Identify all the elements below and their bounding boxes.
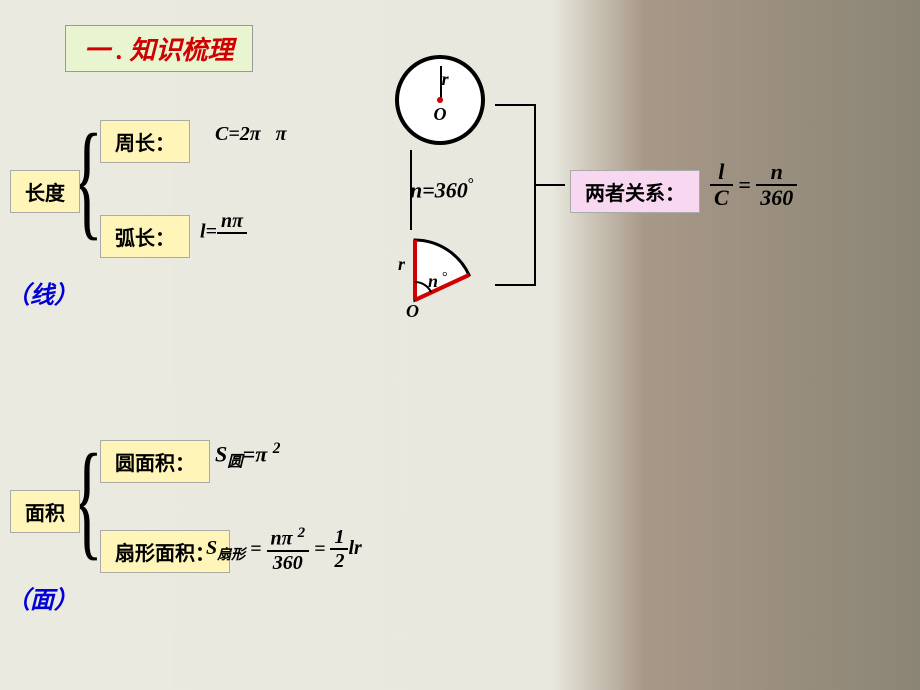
circle-area-formula: S圆=π 2 <box>215 440 280 472</box>
svg-text:r: r <box>398 254 406 274</box>
svg-text:°: ° <box>442 270 448 285</box>
area-label: 面积 <box>10 490 80 533</box>
circle-diagram: r O <box>395 55 495 155</box>
arc-label: 弧长： <box>100 215 190 258</box>
circumference-formula: C=2π π <box>215 123 287 146</box>
perimeter-label: 周长： <box>100 120 190 163</box>
n360-text: n=360° <box>410 176 474 203</box>
area-paren: （面） <box>6 580 78 615</box>
vline <box>410 150 412 230</box>
line-paren: （线） <box>6 275 78 310</box>
relation-label: 两者关系： <box>570 170 700 213</box>
title: 一 . 知识梳理 <box>65 25 253 72</box>
sector-diagram: r n ° O <box>370 225 480 325</box>
svg-text:n: n <box>428 271 438 291</box>
svg-text:O: O <box>406 301 419 320</box>
bracket-connector <box>485 95 575 305</box>
relation-formula: lC = n360 <box>710 160 797 210</box>
length-label: 长度 <box>10 170 80 213</box>
sector-area-formula: S扇形 = nπ 2360 = 12lr <box>206 525 362 574</box>
arc-formula: l=nπ <box>200 210 247 256</box>
circle-area-label: 圆面积： <box>100 440 210 483</box>
